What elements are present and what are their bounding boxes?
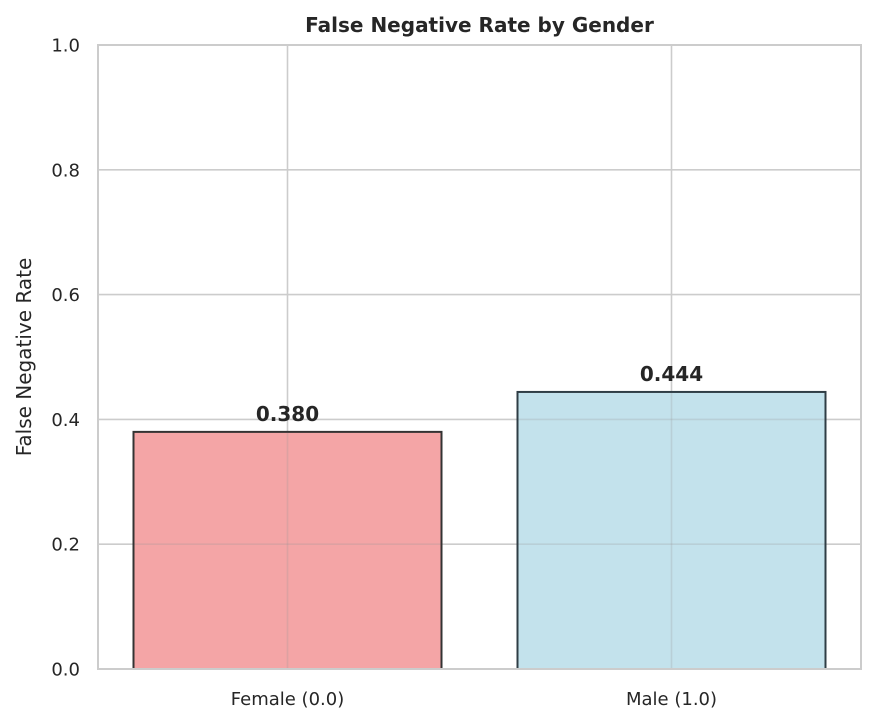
y-axis-ticks: 0.0 0.2 0.4 0.6 0.8 1.0 bbox=[51, 36, 80, 681]
data-labels: 0.380 0.444 bbox=[256, 362, 703, 426]
bar-male bbox=[516, 390, 827, 670]
x-tick-label: Male (1.0) bbox=[626, 689, 717, 710]
bar-value-label: 0.380 bbox=[256, 402, 319, 426]
y-tick-label: 0.6 bbox=[51, 285, 80, 306]
y-tick-label: 1.0 bbox=[51, 36, 80, 57]
y-tick-label: 0.4 bbox=[51, 410, 80, 431]
x-tick-label: Female (0.0) bbox=[231, 689, 344, 710]
y-tick-label: 0.0 bbox=[51, 660, 80, 681]
plot-frame bbox=[97, 44, 862, 670]
y-tick-label: 0.2 bbox=[51, 535, 80, 556]
bars bbox=[132, 390, 827, 670]
y-axis-label: False Negative Rate bbox=[12, 258, 36, 457]
bar-value-label: 0.444 bbox=[640, 362, 703, 386]
chart-title: False Negative Rate by Gender bbox=[305, 13, 654, 37]
y-tick-label: 0.8 bbox=[51, 160, 80, 181]
x-axis-ticks: Female (0.0) Male (1.0) bbox=[231, 689, 717, 710]
